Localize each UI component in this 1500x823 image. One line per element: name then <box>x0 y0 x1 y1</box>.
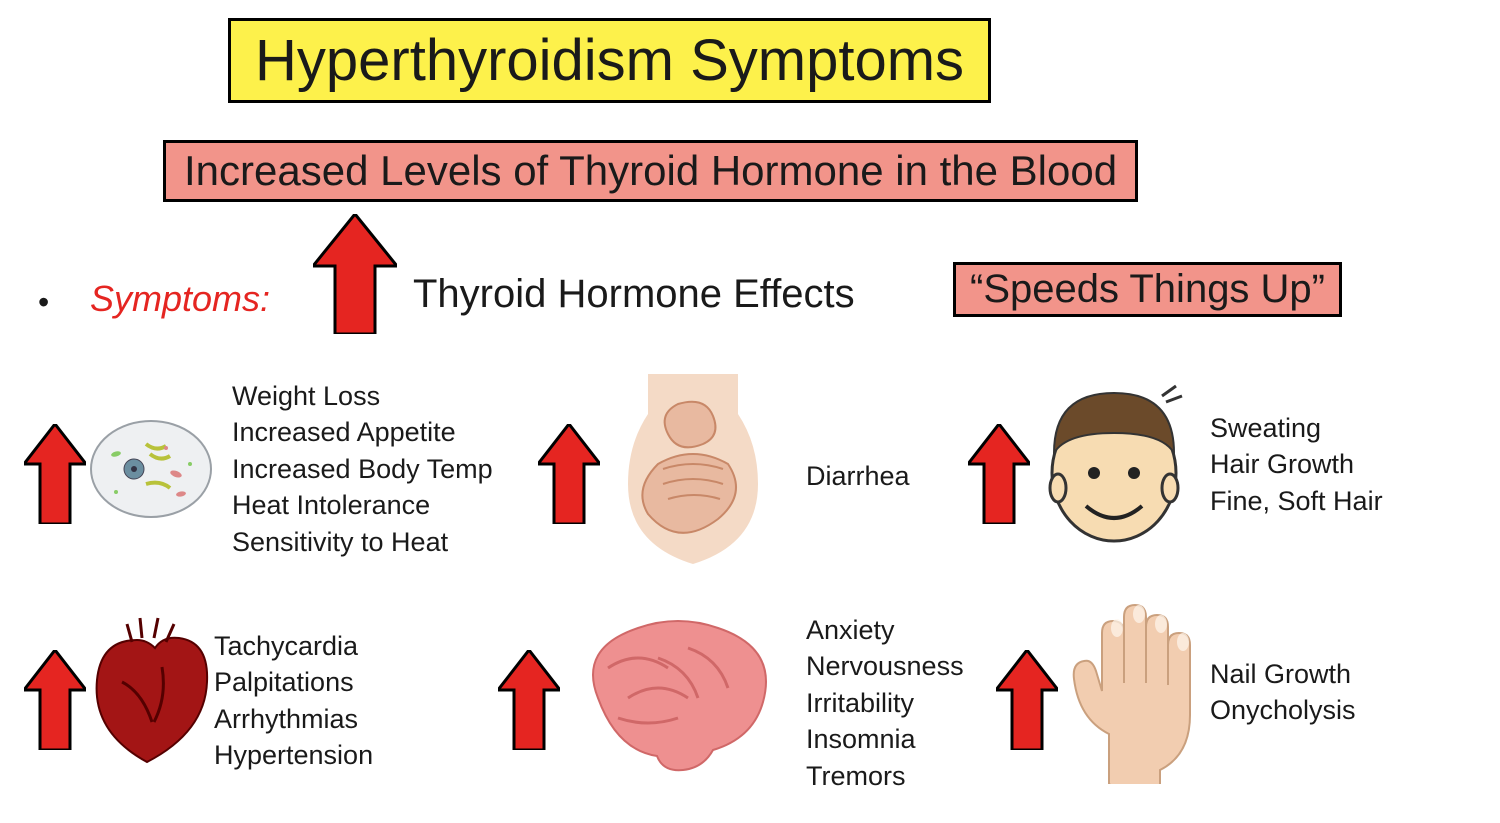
bullet-dot: • <box>38 284 49 321</box>
list-item: Onycholysis <box>1210 692 1356 728</box>
subtitle-text: Increased Levels of Thyroid Hormone in t… <box>184 147 1117 194</box>
hand-symptom-list: Nail Growth Onycholysis <box>1210 656 1356 729</box>
big-arrow-icon <box>313 214 397 334</box>
list-item: Anxiety <box>806 612 964 648</box>
list-item: Tremors <box>806 758 964 794</box>
title-text: Hyperthyroidism Symptoms <box>255 28 964 93</box>
list-item: Fine, Soft Hair <box>1210 483 1383 519</box>
gi-symptom-list: Diarrhea <box>806 458 910 494</box>
subtitle-box: Increased Levels of Thyroid Hormone in t… <box>163 140 1138 202</box>
brain-icon <box>568 608 778 778</box>
heart-symptom-list: Tachycardia Palpitations Arrhythmias Hyp… <box>214 628 373 774</box>
list-item: Nervousness <box>806 648 964 684</box>
list-item: Increased Appetite <box>232 414 493 450</box>
list-item: Nail Growth <box>1210 656 1356 692</box>
gi-icon <box>608 374 778 564</box>
heart-icon <box>82 612 212 772</box>
list-item: Diarrhea <box>806 458 910 494</box>
face-arrow-icon <box>968 424 1030 524</box>
symptoms-label: Symptoms: <box>90 278 270 320</box>
hand-icon <box>1054 594 1224 784</box>
face-symptom-list: Sweating Hair Growth Fine, Soft Hair <box>1210 410 1383 519</box>
symptoms-label-text: Symptoms: <box>90 278 270 319</box>
list-item: Weight Loss <box>232 378 493 414</box>
list-item: Sweating <box>1210 410 1383 446</box>
list-item: Arrhythmias <box>214 701 373 737</box>
list-item: Palpitations <box>214 664 373 700</box>
brain-symptom-list: Anxiety Nervousness Irritability Insomni… <box>806 612 964 794</box>
tag-box: “Speeds Things Up” <box>953 262 1342 317</box>
gi-arrow-icon <box>538 424 600 524</box>
title-box: Hyperthyroidism Symptoms <box>228 18 991 103</box>
list-item: Irritability <box>806 685 964 721</box>
cell-icon <box>86 414 216 524</box>
hand-arrow-icon <box>996 650 1058 750</box>
list-item: Sensitivity to Heat <box>232 524 493 560</box>
tag-text: “Speeds Things Up” <box>970 267 1325 311</box>
arrow-poly <box>313 214 397 334</box>
heart-arrow-icon <box>24 650 86 750</box>
effects-label: Thyroid Hormone Effects <box>413 272 855 317</box>
list-item: Increased Body Temp <box>232 451 493 487</box>
brain-arrow-icon <box>498 650 560 750</box>
list-item: Heat Intolerance <box>232 487 493 523</box>
list-item: Hypertension <box>214 737 373 773</box>
cell-symptom-list: Weight Loss Increased Appetite Increased… <box>232 378 493 560</box>
effects-label-text: Thyroid Hormone Effects <box>413 272 855 316</box>
list-item: Tachycardia <box>214 628 373 664</box>
list-item: Hair Growth <box>1210 446 1383 482</box>
face-icon <box>1034 378 1194 548</box>
list-item: Insomnia <box>806 721 964 757</box>
cell-arrow-icon <box>24 424 86 524</box>
